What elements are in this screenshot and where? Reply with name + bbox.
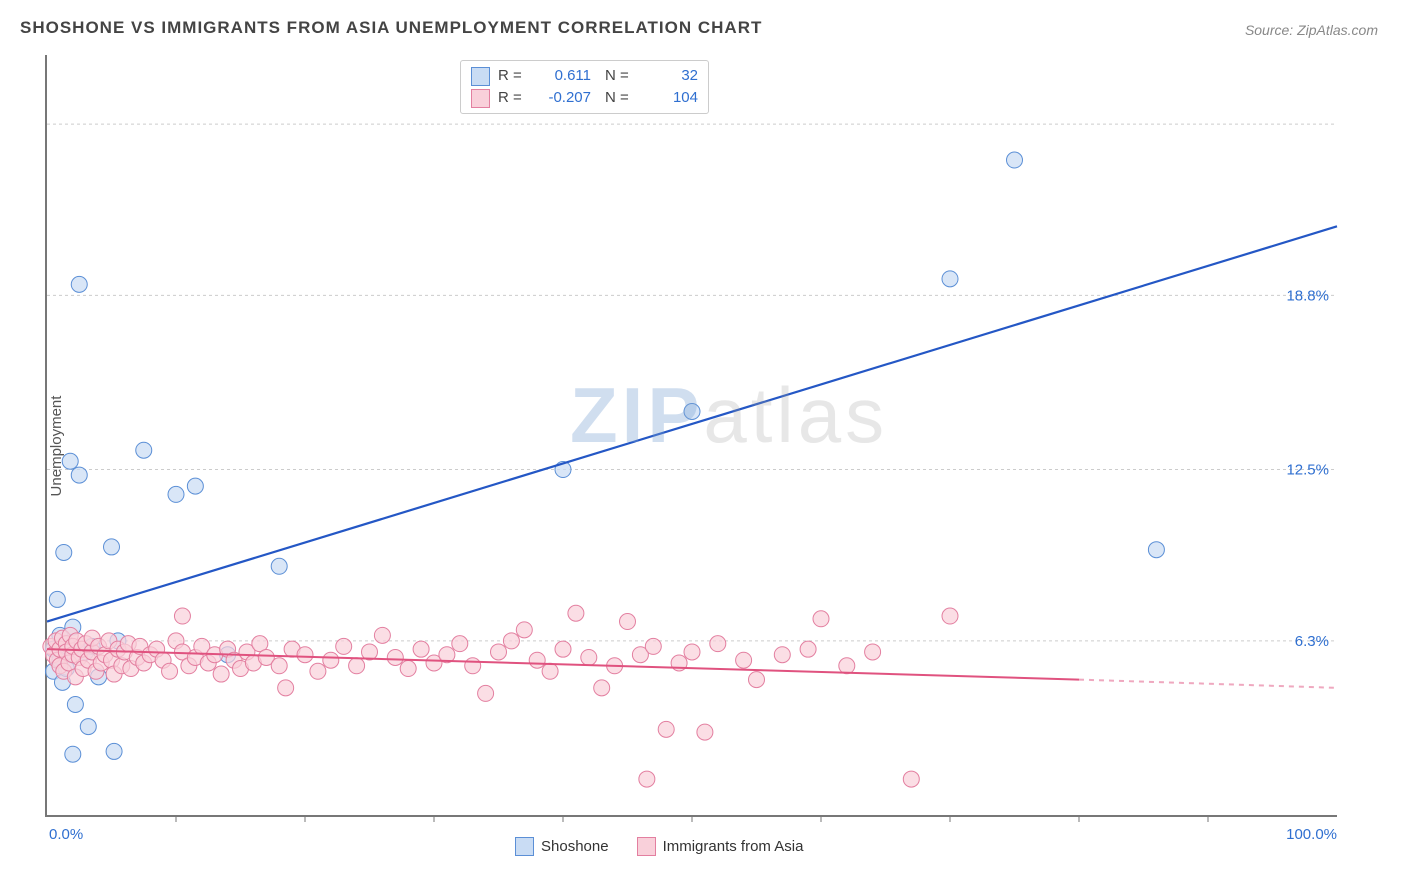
scatter-plot: 6.3%12.5%18.8%0.0%100.0% bbox=[45, 55, 1337, 817]
r-value: 0.611 bbox=[536, 65, 591, 87]
chart-container: SHOSHONE VS IMMIGRANTS FROM ASIA UNEMPLO… bbox=[0, 0, 1406, 892]
r-label: R = bbox=[498, 87, 528, 109]
n-label: N = bbox=[605, 65, 635, 87]
source-attribution: Source: ZipAtlas.com bbox=[1245, 22, 1378, 38]
svg-text:0.0%: 0.0% bbox=[49, 826, 83, 843]
stats-legend: R = 0.611 N = 32 R = -0.207 N = 104 bbox=[460, 60, 709, 114]
stats-legend-row: R = -0.207 N = 104 bbox=[471, 87, 698, 109]
legend-label: Immigrants from Asia bbox=[663, 838, 804, 855]
series-legend: Shoshone Immigrants from Asia bbox=[515, 837, 803, 856]
legend-item: Shoshone bbox=[515, 837, 609, 856]
stats-legend-row: R = 0.611 N = 32 bbox=[471, 65, 698, 87]
legend-swatch bbox=[471, 67, 490, 86]
legend-label: Shoshone bbox=[541, 838, 609, 855]
svg-text:18.8%: 18.8% bbox=[1286, 287, 1329, 304]
n-label: N = bbox=[605, 87, 635, 109]
legend-swatch bbox=[515, 837, 534, 856]
r-label: R = bbox=[498, 65, 528, 87]
legend-item: Immigrants from Asia bbox=[637, 837, 804, 856]
r-value: -0.207 bbox=[536, 87, 591, 109]
legend-swatch bbox=[471, 89, 490, 108]
svg-text:100.0%: 100.0% bbox=[1286, 826, 1337, 843]
svg-text:6.3%: 6.3% bbox=[1295, 633, 1329, 650]
n-value: 32 bbox=[643, 65, 698, 87]
chart-title: SHOSHONE VS IMMIGRANTS FROM ASIA UNEMPLO… bbox=[20, 18, 762, 38]
legend-swatch bbox=[637, 837, 656, 856]
n-value: 104 bbox=[643, 87, 698, 109]
svg-text:12.5%: 12.5% bbox=[1286, 462, 1329, 479]
